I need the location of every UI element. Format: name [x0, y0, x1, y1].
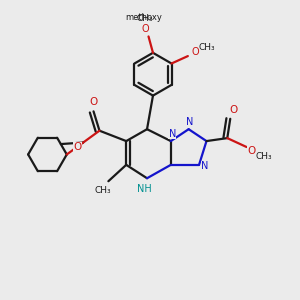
Text: N: N: [169, 129, 176, 139]
Text: N: N: [201, 161, 209, 171]
Text: O: O: [248, 146, 256, 157]
Text: O: O: [89, 98, 98, 107]
Text: CH₃: CH₃: [256, 152, 272, 161]
Text: O: O: [141, 24, 149, 34]
Text: O: O: [230, 106, 238, 116]
Text: CH₃: CH₃: [136, 14, 153, 23]
Text: O: O: [191, 46, 199, 57]
Text: N: N: [186, 117, 194, 127]
Text: NH: NH: [137, 184, 152, 194]
Text: CH₃: CH₃: [95, 186, 111, 195]
Text: CH₃: CH₃: [199, 43, 215, 52]
Text: methoxy: methoxy: [126, 13, 163, 22]
Text: O: O: [74, 142, 82, 152]
